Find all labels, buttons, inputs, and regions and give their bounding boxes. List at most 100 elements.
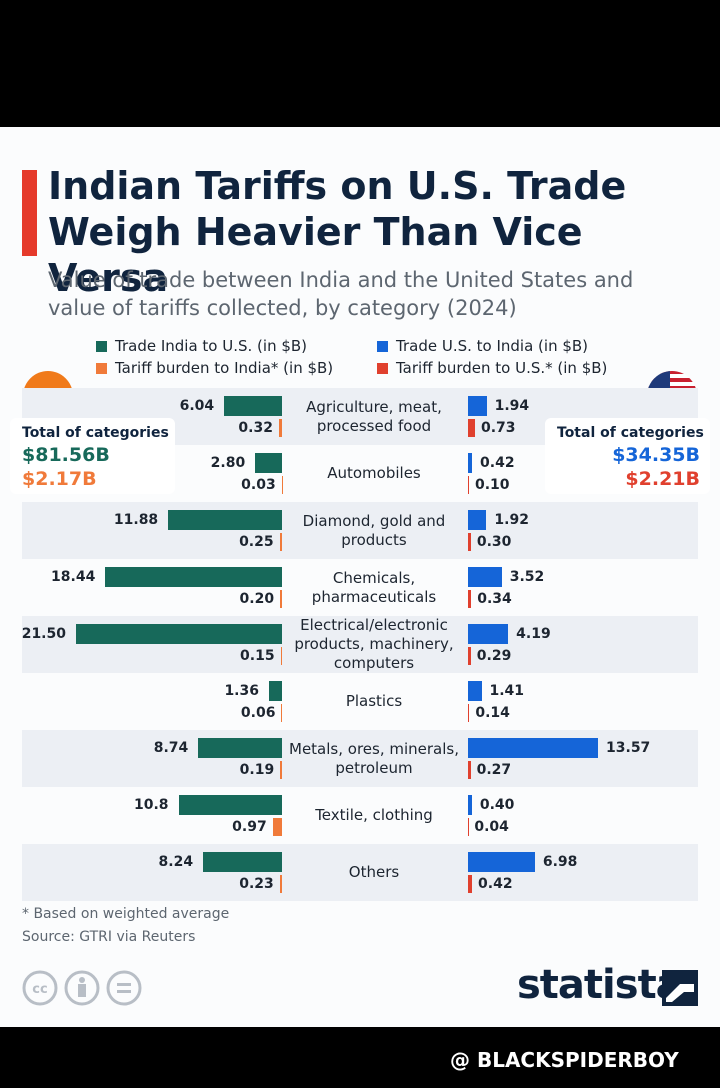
total-label: Total of categories	[557, 425, 704, 441]
bar	[468, 738, 599, 758]
svg-text:cc: cc	[32, 982, 47, 997]
value-label: 6.04	[179, 398, 215, 414]
bar	[168, 510, 282, 530]
bar	[203, 852, 282, 872]
watermark: @ BLACKSPIDERBOY	[450, 1048, 679, 1072]
value-label: 0.20	[239, 591, 275, 607]
total-tariff: $2.21B	[625, 468, 700, 490]
value-label: 0.42	[478, 876, 513, 892]
legend-label: Tariff burden to India* (in $B)	[115, 359, 334, 377]
bar	[279, 875, 282, 893]
value-label: 1.94	[494, 398, 530, 414]
value-label: 18.44	[51, 569, 96, 585]
bar	[76, 624, 282, 644]
subtitle: Value of trade between India and the Uni…	[48, 268, 634, 320]
bar	[224, 396, 282, 416]
bar	[468, 647, 471, 665]
value-label: 0.30	[476, 534, 512, 550]
total-trade: $34.35B	[612, 444, 700, 466]
title: Indian Tariffs on U.S. Trade Weigh Heavi…	[48, 164, 627, 300]
value-label: 0.34	[477, 591, 512, 607]
value-label: 1.92	[494, 512, 529, 528]
category-label: Others	[348, 863, 400, 881]
legend-swatch	[96, 341, 107, 352]
bar	[468, 533, 471, 551]
value-label: 8.24	[158, 854, 194, 870]
total-box	[545, 418, 710, 494]
value-label: 0.06	[240, 705, 276, 721]
bar	[468, 681, 482, 701]
bar	[468, 704, 470, 722]
value-label: 0.15	[240, 648, 275, 664]
bar	[268, 681, 282, 701]
value-label: 0.73	[480, 420, 516, 436]
bar	[468, 567, 502, 587]
value-label: 6.98	[542, 854, 578, 870]
row-band	[22, 502, 698, 559]
bar	[468, 453, 473, 473]
logo: statista	[517, 962, 683, 1008]
category-label: Plastics	[345, 692, 403, 710]
value-label: 2.80	[210, 455, 246, 471]
legend-label: Tariff burden to U.S.* (in $B)	[396, 359, 608, 377]
source: Source: GTRI via Reuters	[22, 929, 196, 945]
legend-swatch	[377, 363, 388, 374]
value-label: 3.52	[509, 569, 545, 585]
category-label: Automobiles	[327, 464, 421, 482]
total-box	[10, 418, 175, 494]
category-label: Textile, clothing	[315, 806, 433, 824]
bar	[468, 852, 535, 872]
value-label: 0.14	[475, 705, 510, 721]
bar	[468, 510, 487, 530]
bar	[468, 590, 472, 608]
value-label: 1.36	[224, 683, 259, 699]
legend-item: Tariff burden to U.S.* (in $B)	[377, 359, 607, 377]
bar	[468, 795, 472, 815]
category-label: Chemicals, pharmaceuticals	[311, 568, 437, 606]
value-label: 0.23	[239, 876, 274, 892]
bar	[279, 533, 282, 551]
value-label: 0.19	[239, 762, 275, 778]
value-label: 0.03	[241, 477, 276, 493]
total-label: Total of categories	[22, 425, 169, 441]
bar	[468, 761, 471, 779]
bar	[468, 476, 469, 494]
legend-label: Trade U.S. to India (in $B)	[396, 337, 589, 355]
bar	[272, 818, 282, 836]
legend-item: Trade India to U.S. (in $B)	[96, 337, 307, 355]
value-label: 10.8	[133, 797, 169, 813]
bar	[198, 738, 282, 758]
bar	[468, 396, 487, 416]
total-tariff: $2.17B	[22, 468, 97, 490]
category-label: Diamond, gold and products	[302, 511, 446, 549]
value-label: 0.42	[480, 455, 515, 471]
bar	[278, 419, 282, 437]
value-label: 21.50	[21, 626, 66, 642]
value-label: 11.88	[113, 512, 159, 528]
bar	[280, 647, 282, 665]
value-label: 13.57	[606, 740, 651, 756]
bar	[255, 453, 282, 473]
bar	[178, 795, 282, 815]
row-band	[22, 844, 698, 901]
value-label: 0.40	[479, 797, 515, 813]
legend-swatch	[377, 341, 388, 352]
value-label: 0.32	[238, 420, 273, 436]
legend-item: Tariff burden to India* (in $B)	[96, 359, 333, 377]
value-label: 8.74	[153, 740, 189, 756]
value-label: 0.29	[476, 648, 512, 664]
value-label: 0.04	[474, 819, 509, 835]
accent-bar	[22, 170, 37, 256]
logo-icon	[662, 970, 698, 1006]
category-label: Agriculture, meat, processed food	[306, 397, 442, 435]
value-label: 0.97	[232, 819, 267, 835]
legend-swatch	[96, 363, 107, 374]
value-label: 4.19	[516, 626, 551, 642]
bar	[280, 761, 282, 779]
bar	[280, 590, 282, 608]
category-label: Metals, ores, minerals, petroleum	[289, 739, 459, 777]
bar	[468, 875, 473, 893]
legend-label: Trade India to U.S. (in $B)	[115, 337, 308, 355]
bar	[468, 419, 475, 437]
